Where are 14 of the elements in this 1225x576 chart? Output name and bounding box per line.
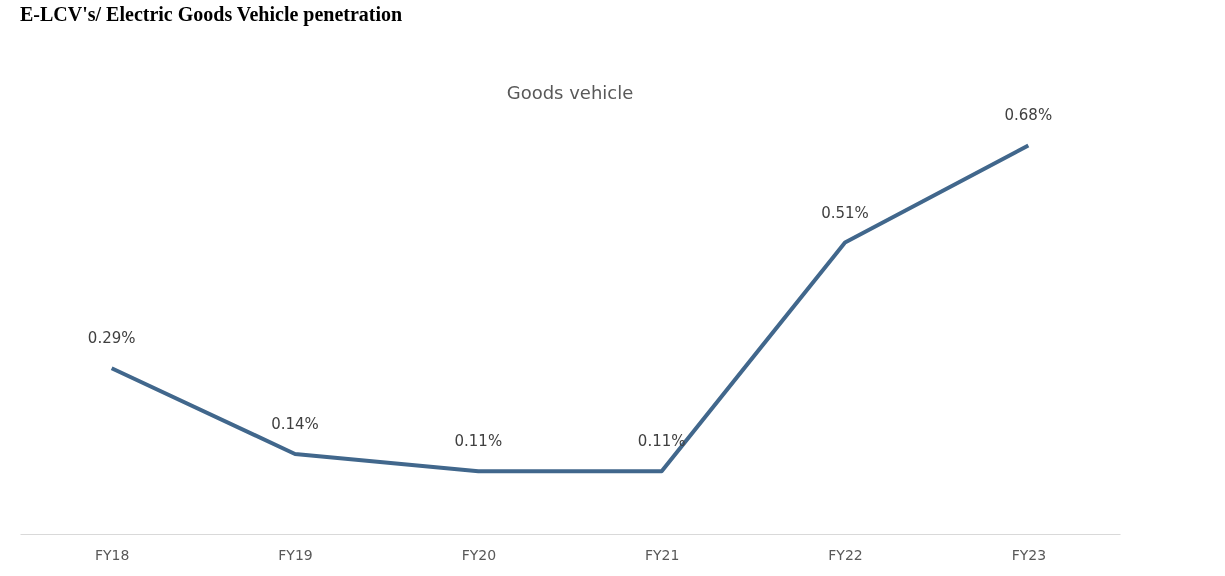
x-tick-label: FY20 <box>461 546 497 563</box>
chart-title: E-LCV's/ Electric Goods Vehicle penetration <box>20 3 403 26</box>
x-tick-label: FY21 <box>644 546 680 563</box>
data-label: 0.68% <box>1004 106 1053 125</box>
data-label: 0.11% <box>637 432 686 451</box>
x-tick-label: FY23 <box>1011 546 1047 563</box>
data-label: 0.14% <box>271 415 319 433</box>
data-label: 0.51% <box>821 203 869 222</box>
x-tick-label: FY22 <box>828 546 863 563</box>
x-tick-label: FY18 <box>94 546 130 563</box>
data-label: 0.11% <box>454 432 503 451</box>
x-tick-label: FY19 <box>278 546 313 563</box>
data-label: 0.29% <box>87 329 136 348</box>
chart-subtitle: Goods vehicle <box>506 82 634 103</box>
